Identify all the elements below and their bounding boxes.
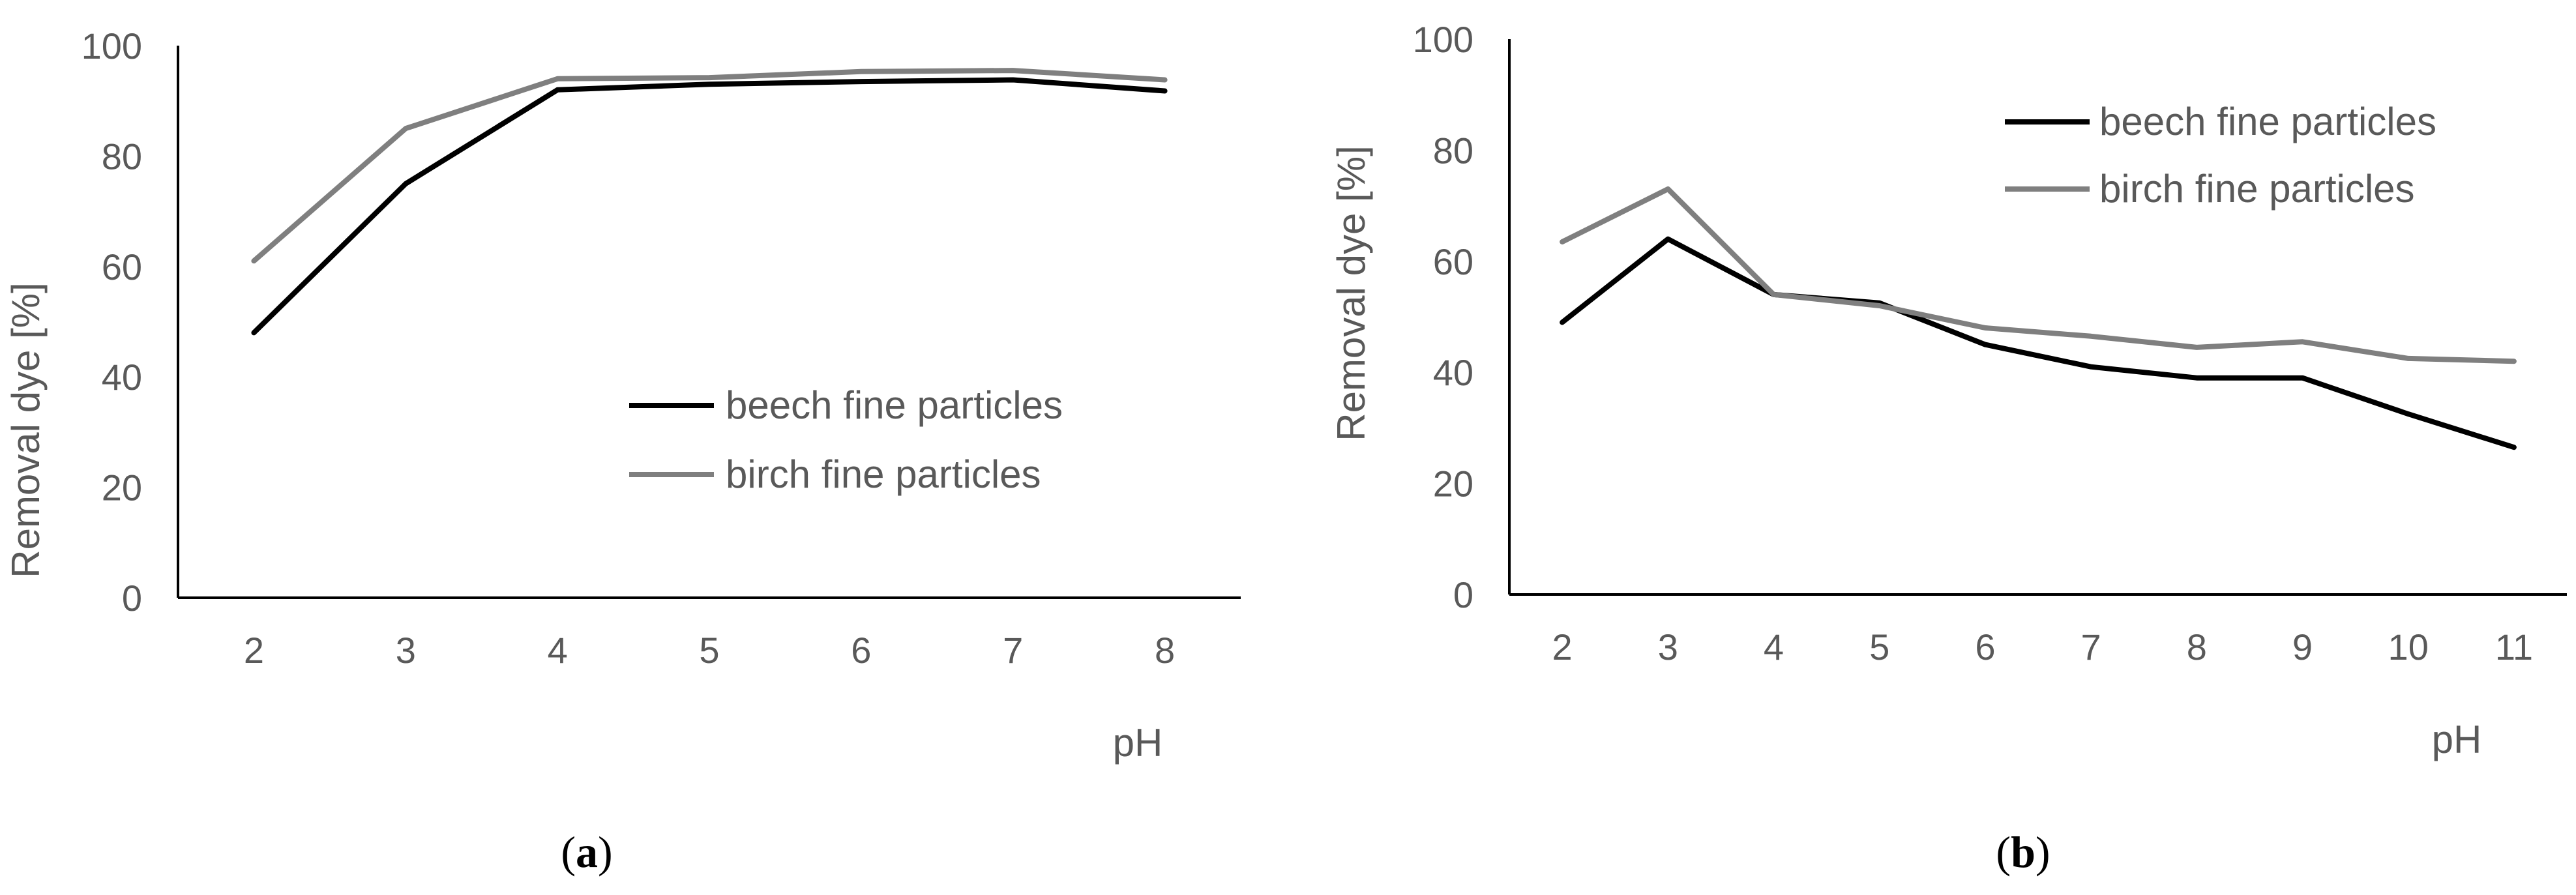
x-tick-label: 3 xyxy=(396,630,416,671)
series-line-beech xyxy=(251,77,1168,336)
y-tick-label: 80 xyxy=(1433,130,1473,171)
panel-letter: b xyxy=(2011,827,2036,877)
panel-label: (b) xyxy=(1996,827,2050,877)
x-tick-label: 6 xyxy=(851,630,871,671)
legend-label-beech: beech fine particles xyxy=(2099,100,2436,143)
y-tick-label: 40 xyxy=(1433,352,1473,393)
x-tick-label: 6 xyxy=(1975,626,1995,668)
y-tick-label: 0 xyxy=(1453,574,1473,615)
x-tick-label: 11 xyxy=(2495,626,2533,668)
panel-letter: a xyxy=(576,827,598,877)
x-tick-label: 9 xyxy=(2292,626,2313,668)
legend-label-birch: birch fine particles xyxy=(726,452,1041,496)
x-tick-label: 3 xyxy=(1658,626,1678,668)
y-tick-label: 100 xyxy=(1413,19,1473,60)
y-axis-title: Removal dye [%] xyxy=(1329,145,1373,441)
x-tick-label: 5 xyxy=(1869,626,1889,668)
x-tick-label: 8 xyxy=(2187,626,2207,668)
series-line-birch xyxy=(1560,186,2517,364)
y-axis-title: Removal dye [%] xyxy=(4,282,48,578)
y-tick-label: 0 xyxy=(122,578,142,619)
x-tick-label: 10 xyxy=(2388,626,2429,668)
x-tick-label: 2 xyxy=(1552,626,1573,668)
x-tick-label: 5 xyxy=(699,630,719,671)
x-axis-title: pH xyxy=(2432,718,2482,761)
x-tick-label: 7 xyxy=(1003,630,1023,671)
x-tick-label: 8 xyxy=(1155,630,1175,671)
x-tick-label: 4 xyxy=(1764,626,1784,668)
chart-panel-a: 0 20 40 60 80 100 2 3 4 5 6 7 8 beech fine particles b… xyxy=(4,25,1241,877)
y-tick-label: 40 xyxy=(102,357,142,398)
series-line-beech xyxy=(1560,236,2517,450)
y-tick-label: 60 xyxy=(1433,241,1473,282)
legend-label-birch: birch fine particles xyxy=(2099,167,2415,211)
x-axis-title: pH xyxy=(1113,721,1163,765)
legend-label-beech: beech fine particles xyxy=(726,383,1063,427)
series-line-birch xyxy=(251,68,1168,264)
y-tick-label: 60 xyxy=(102,246,142,287)
x-tick-label: 4 xyxy=(548,630,568,671)
panel-label: (a) xyxy=(561,827,612,877)
chart-panel-b: 0 20 40 60 80 100 2 3 4 5 6 7 8 9 10 11 beech fine parti… xyxy=(1329,19,2567,877)
y-tick-label: 20 xyxy=(102,467,142,508)
x-tick-label: 7 xyxy=(2081,626,2101,668)
y-tick-label: 20 xyxy=(1433,463,1473,505)
x-tick-label: 2 xyxy=(244,630,264,671)
y-tick-label: 80 xyxy=(102,136,142,177)
y-tick-label: 100 xyxy=(81,25,142,66)
